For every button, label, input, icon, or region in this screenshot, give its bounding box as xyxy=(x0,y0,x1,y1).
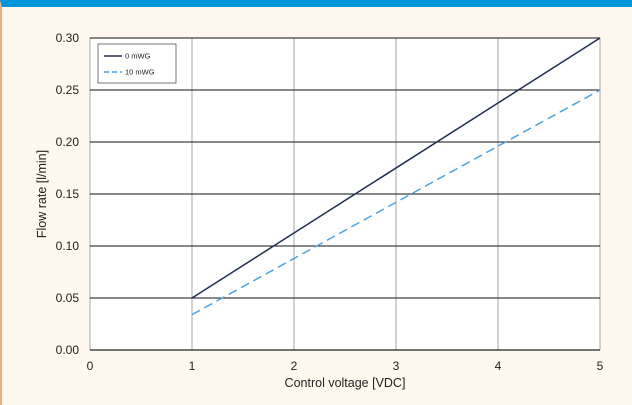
y-tick-label: 0.05 xyxy=(56,291,80,305)
series-lines xyxy=(191,37,601,316)
y-tick-label: 0.30 xyxy=(56,31,80,45)
x-axis-title: Control voltage [VDC] xyxy=(285,376,406,390)
series-line-0-mwg xyxy=(191,37,601,299)
legend-label-0-mwg: 0 mWG xyxy=(125,52,151,61)
y-tick-labels: 0.00 0.05 0.10 0.15 0.20 0.25 0.30 xyxy=(56,31,80,357)
y-axis-title: Flow rate [l/min] xyxy=(35,150,49,238)
legend-label-10-mwg: 10 mWG xyxy=(125,68,155,77)
series-line-10-mwg xyxy=(191,89,601,316)
horizontal-gridlines xyxy=(90,37,600,351)
legend-box xyxy=(97,43,177,84)
y-tick-label: 0.15 xyxy=(56,187,80,201)
y-tick-label: 0.10 xyxy=(56,239,80,253)
legend: 0 mWG 10 mWG xyxy=(97,43,177,84)
x-tick-label: 1 xyxy=(189,359,196,373)
y-tick-label: 0.20 xyxy=(56,135,80,149)
x-tick-label: 2 xyxy=(291,359,298,373)
y-tick-label: 0.00 xyxy=(56,343,80,357)
x-tick-labels: 0 1 2 3 4 5 xyxy=(87,359,604,373)
x-tick-label: 4 xyxy=(495,359,502,373)
y-tick-label: 0.25 xyxy=(56,83,80,97)
x-tick-label: 5 xyxy=(597,359,604,373)
x-tick-label: 0 xyxy=(87,359,94,373)
x-tick-label: 3 xyxy=(393,359,400,373)
